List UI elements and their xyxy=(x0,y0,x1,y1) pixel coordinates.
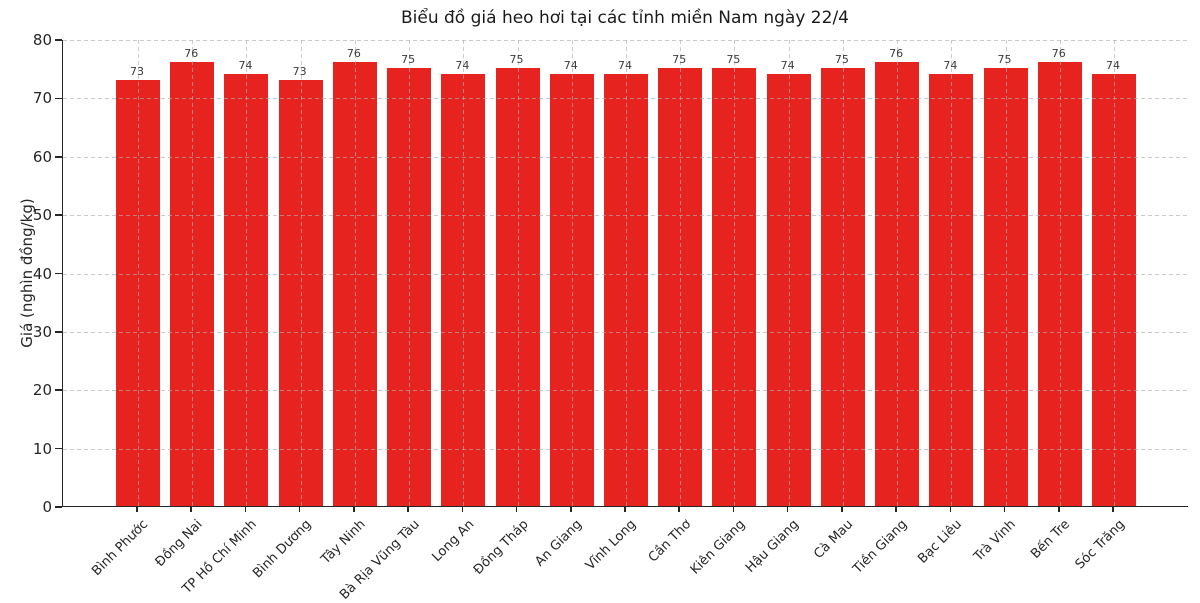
x-tick-mark xyxy=(786,507,789,512)
bar xyxy=(875,62,920,506)
bar xyxy=(332,62,377,506)
x-tick-mark xyxy=(841,507,843,512)
bar xyxy=(441,74,486,506)
bar xyxy=(549,74,594,506)
x-tick-mark xyxy=(1112,507,1114,512)
x-tick-mark xyxy=(949,507,952,512)
x-tick-mark xyxy=(1057,507,1060,512)
y-tick-label: 0 xyxy=(42,498,52,516)
x-tick-label: Bến Tre xyxy=(1028,517,1074,562)
y-tick-label: 20 xyxy=(32,381,52,400)
x-tick-label: Tiền Giang xyxy=(850,517,911,577)
y-tick-mark xyxy=(55,155,62,158)
bar xyxy=(1092,74,1136,506)
bars-layer xyxy=(63,40,1188,506)
x-tick-mark xyxy=(244,507,247,512)
y-tick-mark xyxy=(55,39,62,41)
bar xyxy=(658,68,703,506)
x-tick-mark xyxy=(732,507,735,512)
x-tick-mark xyxy=(298,507,301,512)
x-tick-label: Bình Dương xyxy=(250,517,315,582)
bar xyxy=(983,68,1028,506)
y-tick-mark xyxy=(55,97,62,100)
x-tick-label: Đồng Nai xyxy=(152,517,206,571)
bar xyxy=(712,68,757,506)
bar xyxy=(820,68,865,506)
x-tick-label: An Giang xyxy=(532,517,586,570)
x-tick-label: Vĩnh Long xyxy=(583,517,640,574)
bar xyxy=(766,74,811,506)
y-tick-mark xyxy=(55,331,62,333)
x-tick-label: TP Hồ Chí Minh xyxy=(180,517,261,598)
bar xyxy=(387,68,432,506)
y-tick-mark xyxy=(55,214,62,216)
x-tick-mark xyxy=(407,507,409,512)
bar xyxy=(929,74,974,506)
y-axis-label: Giá (nghìn đồng/kg) xyxy=(18,198,36,348)
x-tick-label: Bình Phước xyxy=(89,517,152,579)
x-tick-mark xyxy=(190,507,193,512)
y-tick-mark xyxy=(55,389,62,392)
x-tick-label: Sóc Trăng xyxy=(1072,517,1128,573)
y-tick-label: 80 xyxy=(32,31,52,49)
x-tick-mark xyxy=(895,507,897,512)
x-tick-mark xyxy=(353,507,355,512)
y-tick-label: 60 xyxy=(32,147,52,166)
bar xyxy=(278,79,323,506)
x-tick-label: Tây Ninh xyxy=(318,517,369,568)
bar xyxy=(495,68,540,506)
x-tick-mark xyxy=(678,507,681,512)
plot-area xyxy=(62,40,1188,507)
x-tick-label: Hậu Giang xyxy=(743,517,803,576)
bar xyxy=(170,62,215,506)
x-tick-label: Bạc Liêu xyxy=(915,517,965,567)
y-tick-label: 70 xyxy=(32,89,52,108)
y-tick-label: 10 xyxy=(32,439,52,458)
x-tick-mark xyxy=(569,507,572,512)
x-tick-mark xyxy=(136,507,138,512)
y-tick-mark xyxy=(55,506,62,508)
x-tick-label: Trà Vinh xyxy=(971,517,1020,565)
chart-title: Biểu đồ giá heo hơi tại các tỉnh miền Na… xyxy=(400,8,849,28)
x-tick-label: Bà Rịa Vũng Tàu xyxy=(337,517,423,603)
x-tick-label: Cần Thơ xyxy=(645,517,694,566)
bar xyxy=(604,74,648,506)
bar xyxy=(224,74,269,506)
x-tick-mark xyxy=(624,507,626,512)
x-tick-mark xyxy=(1003,507,1006,512)
x-tick-mark xyxy=(461,507,464,512)
bar xyxy=(1037,62,1082,506)
x-tick-label: Kiên Giang xyxy=(687,517,749,578)
y-tick-mark xyxy=(55,447,62,450)
x-tick-label: Long An xyxy=(429,517,477,565)
x-tick-label: Cà Mau xyxy=(811,517,857,562)
bar xyxy=(116,79,160,506)
x-tick-mark xyxy=(515,507,518,512)
y-tick-mark xyxy=(55,272,62,275)
x-tick-label: Đồng Tháp xyxy=(470,517,532,578)
